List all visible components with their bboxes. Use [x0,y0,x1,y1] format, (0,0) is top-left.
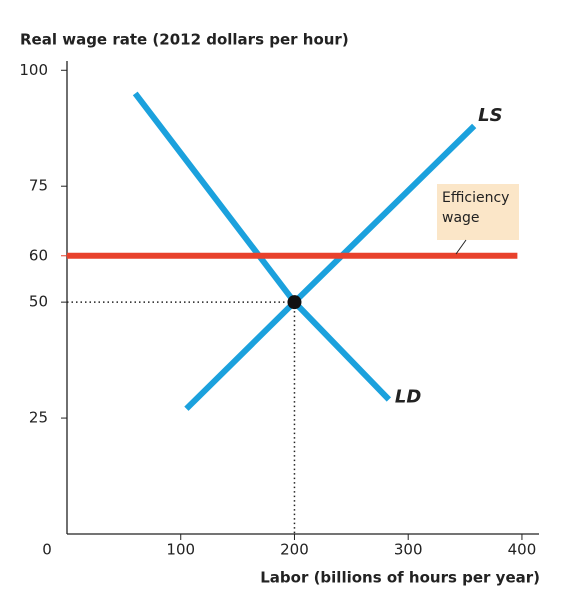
leader-line [455,239,467,255]
label-holder: Efficiency wage [442,190,510,226]
y-axis-label: Real wage rate (2012 dollars per hour) [20,31,349,49]
x-axis-label: Labor (billions of hours per year) [260,569,540,587]
x-tick-label: 300 [394,541,423,559]
y-tick-label: 100 [19,61,48,79]
y-tick-label: 75 [29,177,48,195]
label-box [437,184,519,240]
curve [184,123,477,411]
x-tick-label: 200 [280,541,309,559]
series-label: LS [478,105,502,126]
y-tick-label: 50 [29,293,48,311]
x-tick-label: 0 [42,541,52,559]
equilibrium-point [287,295,302,310]
y-tick-label: 60 [29,246,48,264]
series-label: LD [395,387,421,408]
y-tick-label: 25 [29,409,48,427]
x-tick-label: 400 [508,541,537,559]
series-label: Efficiency wage [442,190,510,226]
x-tick-label: 100 [166,541,195,559]
